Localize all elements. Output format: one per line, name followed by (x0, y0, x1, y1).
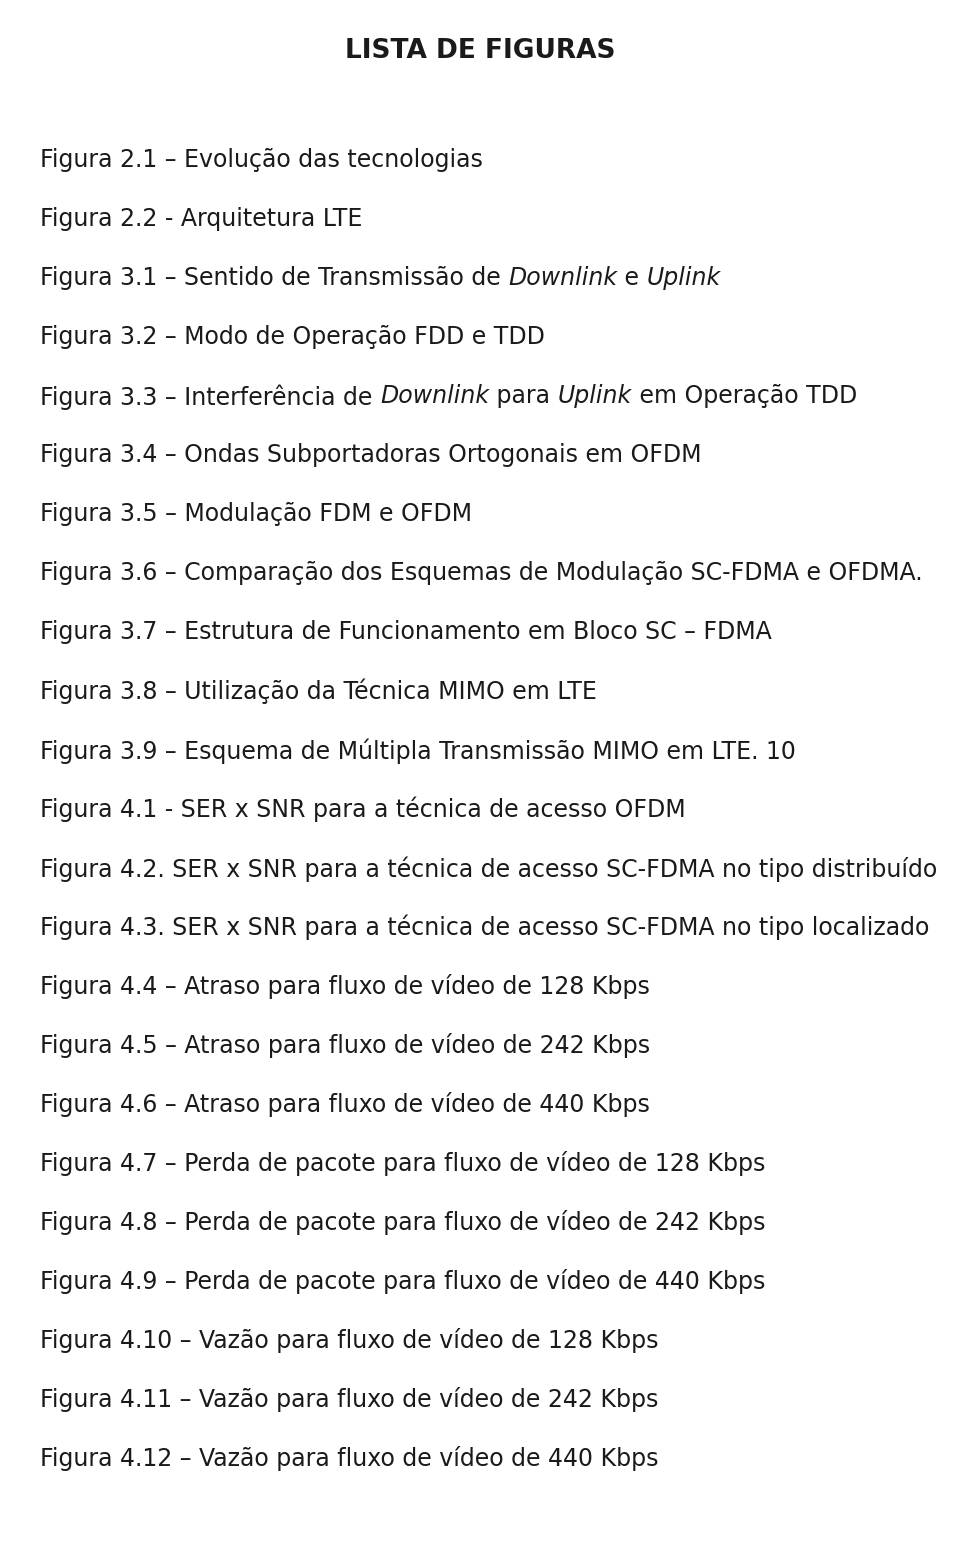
Text: Figura 2.2 - Arquitetura LTE: Figura 2.2 - Arquitetura LTE (40, 207, 362, 231)
Text: Figura 4.6 – Atraso para fluxo de vídeo de 440 Kbps: Figura 4.6 – Atraso para fluxo de vídeo … (40, 1091, 650, 1118)
Text: Uplink: Uplink (647, 266, 721, 289)
Text: Figura 3.8 – Utilização da Técnica MIMO em LTE: Figura 3.8 – Utilização da Técnica MIMO … (40, 680, 597, 704)
Text: Figura 3.6 – Comparação dos Esquemas de Modulação SC-FDMA e OFDMA.: Figura 3.6 – Comparação dos Esquemas de … (40, 560, 923, 585)
Text: LISTA DE FIGURAS: LISTA DE FIGURAS (345, 39, 615, 63)
Text: Figura 3.1 – Sentido de Transmissão de: Figura 3.1 – Sentido de Transmissão de (40, 266, 508, 289)
Text: Figura 2.1 – Evolução das tecnologias: Figura 2.1 – Evolução das tecnologias (40, 149, 483, 172)
Text: Figura 4.4 – Atraso para fluxo de vídeo de 128 Kbps: Figura 4.4 – Atraso para fluxo de vídeo … (40, 974, 650, 998)
Text: Downlink: Downlink (380, 384, 489, 409)
Text: Figura 4.9 – Perda de pacote para fluxo de vídeo de 440 Kbps: Figura 4.9 – Perda de pacote para fluxo … (40, 1269, 765, 1294)
Text: Figura 4.12 – Vazão para fluxo de vídeo de 440 Kbps: Figura 4.12 – Vazão para fluxo de vídeo … (40, 1446, 659, 1471)
Text: e: e (617, 266, 647, 289)
Text: Figura 3.9 – Esquema de Múltipla Transmissão MIMO em LTE. 10: Figura 3.9 – Esquema de Múltipla Transmi… (40, 738, 796, 763)
Text: para: para (489, 384, 558, 409)
Text: Figura 4.2. SER x SNR para a técnica de acesso SC-FDMA no tipo distribuído: Figura 4.2. SER x SNR para a técnica de … (40, 856, 937, 881)
Text: Figura 3.5 – Modulação FDM e OFDM: Figura 3.5 – Modulação FDM e OFDM (40, 502, 472, 526)
Text: Figura 4.8 – Perda de pacote para fluxo de vídeo de 242 Kbps: Figura 4.8 – Perda de pacote para fluxo … (40, 1211, 765, 1235)
Text: Figura 3.3 – Interferência de: Figura 3.3 – Interferência de (40, 384, 380, 410)
Text: Figura 4.11 – Vazão para fluxo de vídeo de 242 Kbps: Figura 4.11 – Vazão para fluxo de vídeo … (40, 1387, 659, 1412)
Text: Figura 4.10 – Vazão para fluxo de vídeo de 128 Kbps: Figura 4.10 – Vazão para fluxo de vídeo … (40, 1328, 659, 1353)
Text: Figura 3.4 – Ondas Subportadoras Ortogonais em OFDM: Figura 3.4 – Ondas Subportadoras Ortogon… (40, 443, 702, 467)
Text: Figura 4.5 – Atraso para fluxo de vídeo de 242 Kbps: Figura 4.5 – Atraso para fluxo de vídeo … (40, 1033, 650, 1057)
Text: Figura 4.7 – Perda de pacote para fluxo de vídeo de 128 Kbps: Figura 4.7 – Perda de pacote para fluxo … (40, 1152, 765, 1176)
Text: Figura 4.3. SER x SNR para a técnica de acesso SC-FDMA no tipo localizado: Figura 4.3. SER x SNR para a técnica de … (40, 915, 929, 941)
Text: Downlink: Downlink (508, 266, 617, 289)
Text: Figura 3.7 – Estrutura de Funcionamento em Bloco SC – FDMA: Figura 3.7 – Estrutura de Funcionamento … (40, 621, 772, 644)
Text: Figura 4.1 - SER x SNR para a técnica de acesso OFDM: Figura 4.1 - SER x SNR para a técnica de… (40, 797, 685, 822)
Text: em Operação TDD: em Operação TDD (632, 384, 856, 409)
Text: Uplink: Uplink (558, 384, 632, 409)
Text: Figura 3.2 – Modo de Operação FDD e TDD: Figura 3.2 – Modo de Operação FDD e TDD (40, 325, 545, 348)
